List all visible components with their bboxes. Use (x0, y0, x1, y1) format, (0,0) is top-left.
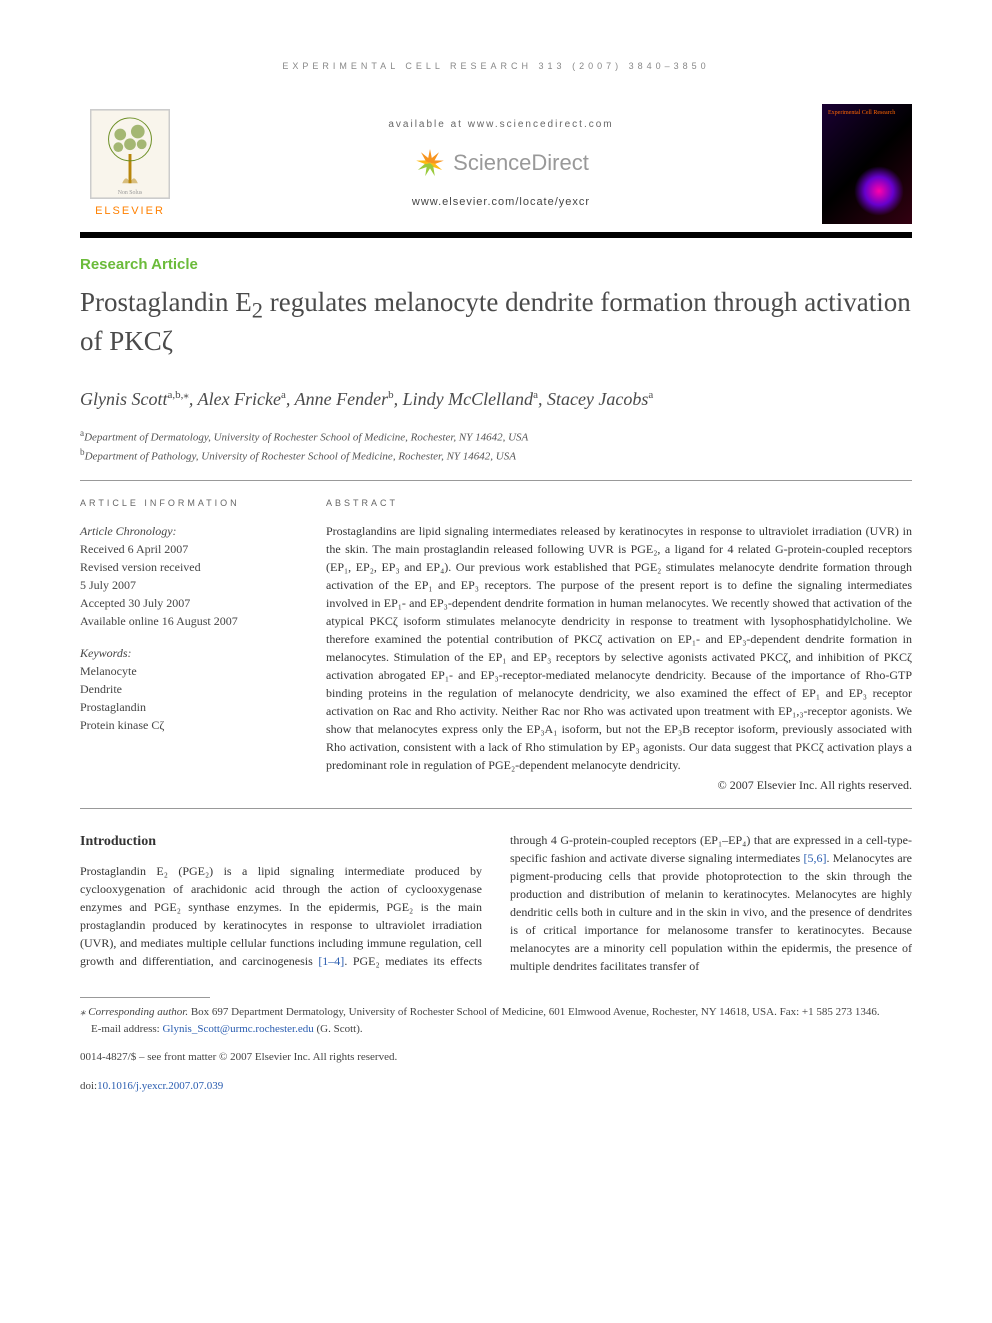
corresp-text: Box 697 Department Dermatology, Universi… (188, 1006, 880, 1018)
svg-text:Non Solus: Non Solus (118, 190, 143, 196)
email-who: (G. Scott). (314, 1023, 363, 1035)
keyword-4: Protein kinase Cζ (80, 716, 290, 734)
article-meta-row: ARTICLE INFORMATION Article Chronology: … (80, 497, 912, 795)
email-footnote: E-mail address: Glynis_Scott@urmc.roches… (80, 1021, 912, 1038)
elsevier-tree-icon: Non Solus (90, 109, 170, 199)
sciencedirect-logo: ScienceDirect (413, 146, 589, 180)
article-type: Research Article (80, 254, 912, 277)
online-date: Available online 16 August 2007 (80, 612, 290, 630)
doi-label: doi: (80, 1080, 97, 1092)
author-1: Glynis Scotta,b,⁎ (80, 389, 189, 409)
corresp-label: ⁎ Corresponding author. (80, 1006, 188, 1018)
author-4: Lindy McClellanda (403, 389, 538, 409)
elsevier-label: ELSEVIER (95, 203, 165, 220)
abstract-column: ABSTRACT Prostaglandins are lipid signal… (326, 497, 912, 795)
journal-cover-title: Experimental Cell Research (828, 110, 895, 117)
abstract-text: Prostaglandins are lipid signaling inter… (326, 522, 912, 774)
separator-rule (80, 480, 912, 481)
authors-line: Glynis Scotta,b,⁎, Alex Frickea, Anne Fe… (80, 386, 912, 413)
available-at: available at www.sciencedirect.com (388, 117, 613, 132)
author-5: Stacey Jacobsa (547, 389, 653, 409)
sciencedirect-burst-icon (413, 146, 447, 180)
article-info-column: ARTICLE INFORMATION Article Chronology: … (80, 497, 290, 795)
front-matter: 0014-4827/$ – see front matter © 2007 El… (80, 1049, 912, 1066)
citation-link-1[interactable]: [1–4] (318, 954, 344, 968)
abstract-copyright: © 2007 Elsevier Inc. All rights reserved… (326, 776, 912, 794)
abstract-head: ABSTRACT (326, 497, 912, 511)
chronology-label: Article Chronology: (80, 522, 290, 540)
corresponding-author-footnote: ⁎ Corresponding author. Box 697 Departme… (80, 1004, 912, 1021)
citation-link-2[interactable]: [5,6] (803, 851, 826, 865)
title-subscript: 2 (252, 297, 263, 322)
journal-cover-thumbnail: Experimental Cell Research (822, 104, 912, 224)
header-center: available at www.sciencedirect.com Scien… (200, 104, 802, 224)
keyword-3: Prostaglandin (80, 698, 290, 716)
body-text: Introduction Prostaglandin E₂ (PGE₂) is … (80, 831, 912, 975)
email-label: E-mail address: (91, 1023, 162, 1035)
author-2: Alex Frickea (198, 389, 286, 409)
author-3: Anne Fenderb (295, 389, 394, 409)
doi-line: doi:10.1016/j.yexcr.2007.07.039 (80, 1078, 912, 1095)
elsevier-logo: Non Solus ELSEVIER (80, 104, 180, 224)
separator-rule-2 (80, 808, 912, 809)
keyword-2: Dendrite (80, 680, 290, 698)
intro-text-1a: Prostaglandin E₂ (PGE₂) is a lipid signa… (80, 864, 482, 968)
affiliation-a: aDepartment of Dermatology, University o… (80, 427, 912, 446)
accepted-date: Accepted 30 July 2007 (80, 594, 290, 612)
keyword-1: Melanocyte (80, 662, 290, 680)
journal-cover-artwork (854, 166, 904, 216)
title-text-pre: Prostaglandin E (80, 287, 252, 317)
revised-label: Revised version received (80, 558, 290, 576)
received-date: Received 6 April 2007 (80, 540, 290, 558)
revised-date: 5 July 2007 (80, 576, 290, 594)
locate-url: www.elsevier.com/locate/yexcr (412, 194, 590, 211)
header-rule (80, 232, 912, 238)
journal-header: Non Solus ELSEVIER available at www.scie… (80, 104, 912, 224)
email-link[interactable]: Glynis_Scott@urmc.rochester.edu (162, 1023, 313, 1035)
intro-text-2b: . Melanocytes are pigment-producing cell… (510, 851, 912, 973)
affiliation-b: bDepartment of Pathology, University of … (80, 446, 912, 465)
article-info-head: ARTICLE INFORMATION (80, 497, 290, 511)
article-title: Prostaglandin E2 regulates melanocyte de… (80, 286, 912, 358)
footnote-rule (80, 997, 210, 998)
running-head: EXPERIMENTAL CELL RESEARCH 313 (2007) 38… (80, 60, 912, 74)
keywords-label: Keywords: (80, 644, 290, 662)
sciencedirect-label: ScienceDirect (453, 146, 589, 179)
doi-link[interactable]: 10.1016/j.yexcr.2007.07.039 (97, 1080, 223, 1092)
introduction-head: Introduction (80, 831, 482, 852)
